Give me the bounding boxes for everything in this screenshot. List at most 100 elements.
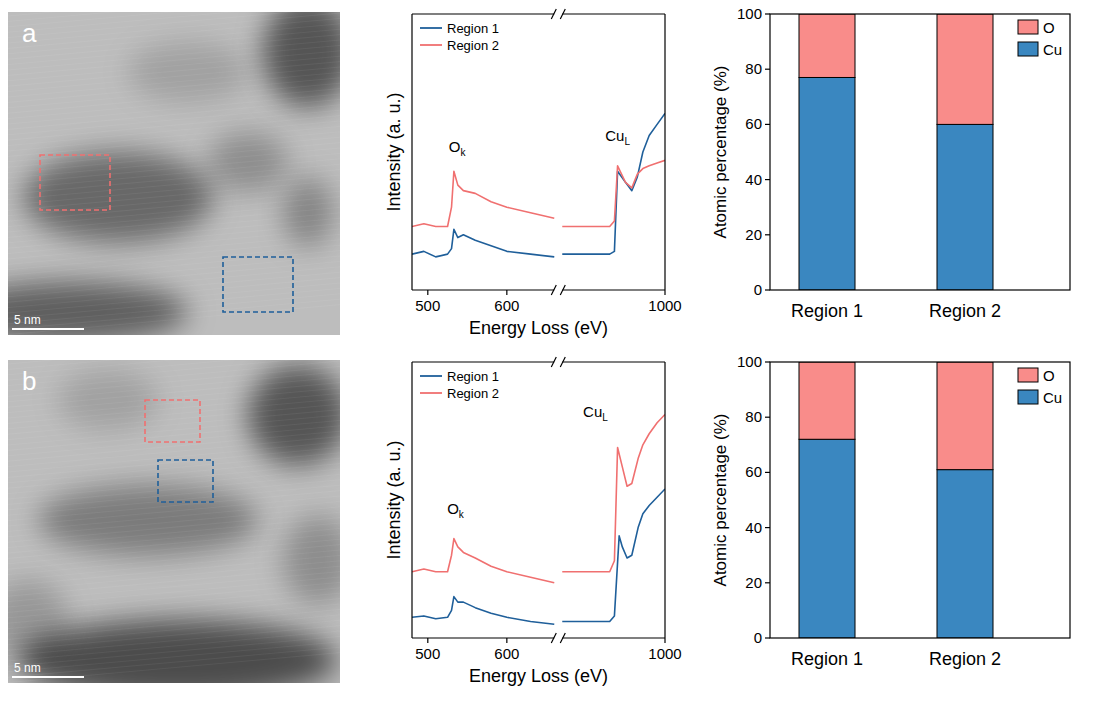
legend-swatch	[1018, 368, 1038, 382]
legend-swatch	[1018, 42, 1038, 56]
y-tick	[765, 472, 770, 473]
bar-segment	[937, 14, 993, 124]
legend-swatch	[420, 44, 442, 46]
spectrum-line	[412, 597, 554, 625]
axis-break	[560, 633, 565, 643]
y-tick	[765, 179, 770, 180]
y-tick-label: 0	[754, 629, 762, 646]
y-tick-label: 80	[745, 60, 762, 77]
axis-frame	[411, 362, 412, 638]
lattice-fringe	[8, 360, 340, 375]
x-axis-title: Energy Loss (eV)	[469, 318, 608, 338]
y-tick-label: 20	[745, 574, 762, 591]
spectrum-line	[562, 160, 665, 226]
axis-break	[560, 285, 565, 295]
legend-label: Cu	[1043, 41, 1062, 58]
spectrum-line	[412, 229, 554, 257]
annotation-subscript: L	[624, 136, 630, 147]
y-tick	[765, 637, 770, 638]
legend-label: Region 2	[447, 38, 499, 53]
spectrum-line	[562, 489, 665, 621]
x-tick	[506, 638, 507, 643]
annotation-subscript: L	[602, 412, 608, 423]
scale-bar-label: 5 nm	[14, 661, 41, 675]
y-axis-title: Intensity (a. u.)	[384, 92, 404, 211]
y-tick-label: 100	[737, 5, 762, 22]
bar-segment	[799, 14, 855, 77]
annotation-subscript: k	[460, 147, 466, 158]
legend-label: Region 1	[447, 21, 499, 36]
x-tick	[427, 638, 428, 643]
plot-area	[412, 113, 665, 257]
region-box	[223, 257, 293, 312]
x-axis	[412, 289, 554, 290]
y-tick	[765, 527, 770, 528]
x-tick-label: 500	[415, 645, 440, 662]
panel-label: a	[22, 18, 37, 48]
scale-bar	[12, 676, 84, 678]
axis-frame	[412, 13, 554, 14]
axis-frame	[770, 14, 1070, 290]
spectrum-line	[562, 414, 665, 571]
y-tick-label: 100	[737, 353, 762, 370]
y-tick-label: 20	[745, 226, 762, 243]
legend-label: Region 1	[447, 369, 499, 384]
legend-label: Cu	[1043, 389, 1062, 406]
lattice-fringe	[8, 647, 340, 677]
annotation: CuL	[583, 403, 608, 423]
image-ground	[8, 12, 340, 335]
lattice-fringe	[8, 305, 340, 335]
scale-bar	[12, 328, 84, 330]
lattice-fringe	[8, 653, 340, 683]
legend-swatch	[420, 392, 442, 394]
y-tick	[765, 234, 770, 235]
x-axis	[412, 637, 554, 638]
x-tick-label: 1000	[648, 645, 681, 662]
axis-frame	[770, 362, 1070, 638]
y-tick	[765, 289, 770, 290]
annotation: Ok	[449, 138, 467, 158]
image-contrast	[248, 365, 340, 465]
x-tick	[427, 290, 428, 295]
x-tick-label: 600	[494, 297, 519, 314]
axis-frame	[411, 14, 412, 290]
annotation: CuL	[605, 127, 630, 147]
axis-break	[551, 9, 556, 19]
annotation-subscript: k	[459, 509, 465, 520]
x-tick	[664, 290, 665, 295]
x-tick-label: Region 2	[929, 649, 1001, 669]
tem-image	[8, 360, 340, 683]
plot-area	[799, 362, 993, 638]
y-tick-label: 60	[745, 115, 762, 132]
lattice-fringe	[8, 12, 340, 27]
y-tick	[765, 417, 770, 418]
region-box	[40, 155, 110, 210]
axis-frame	[664, 362, 665, 638]
y-tick-label: 0	[754, 281, 762, 298]
axis-break	[560, 9, 565, 19]
x-tick-label: 600	[494, 645, 519, 662]
y-tick	[765, 69, 770, 70]
x-axis	[562, 637, 665, 638]
y-axis-title: Intensity (a. u.)	[384, 440, 404, 559]
y-tick-label: 80	[745, 408, 762, 425]
axis-break	[551, 633, 556, 643]
x-tick-label: Region 2	[929, 301, 1001, 321]
legend-swatch	[420, 27, 442, 29]
spectrum-line	[412, 539, 554, 583]
x-tick-label: 500	[415, 297, 440, 314]
axis-frame	[562, 361, 665, 362]
x-axis-title: Energy Loss (eV)	[469, 666, 608, 686]
axis-break	[560, 357, 565, 367]
x-tick	[664, 638, 665, 643]
axis-frame	[664, 14, 665, 290]
axis-break	[551, 357, 556, 367]
x-tick-label: 1000	[648, 297, 681, 314]
x-tick-label: Region 1	[791, 301, 863, 321]
legend-label: O	[1043, 19, 1055, 36]
y-tick-label: 60	[745, 463, 762, 480]
x-tick	[506, 290, 507, 295]
figure: a5 nm5006001000Energy Loss (eV)Intensity…	[0, 0, 1100, 702]
bar-segment	[799, 77, 855, 290]
bar-segment	[799, 362, 855, 439]
